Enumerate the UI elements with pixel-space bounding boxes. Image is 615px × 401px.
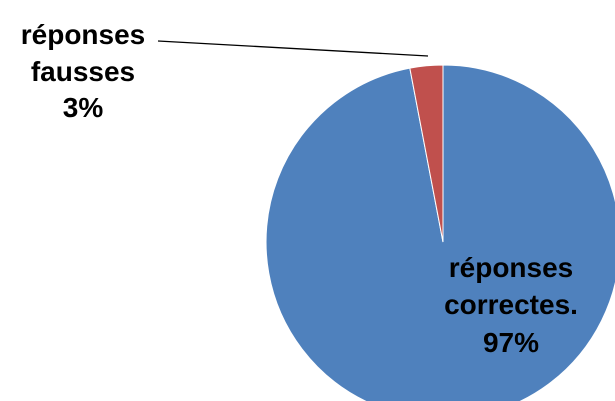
slice-value-reponses-fausses: 3% (63, 92, 104, 123)
slice-label-reponses-correctes-line2: correctes. (444, 289, 578, 320)
slice-label-reponses-fausses-line2: fausses (31, 56, 135, 87)
slice-value-reponses-correctes: 97% (483, 327, 539, 358)
pie-slice-reponses-fausses (409, 64, 444, 243)
pie-slice-reponses-correctes (265, 64, 615, 401)
slice-label-reponses-correctes-line1: réponses (449, 252, 574, 283)
slice-label-reponses-fausses-line1: réponses (21, 19, 146, 50)
pie-slices (265, 64, 615, 401)
leader-line-reponses-fausses (157, 40, 429, 57)
